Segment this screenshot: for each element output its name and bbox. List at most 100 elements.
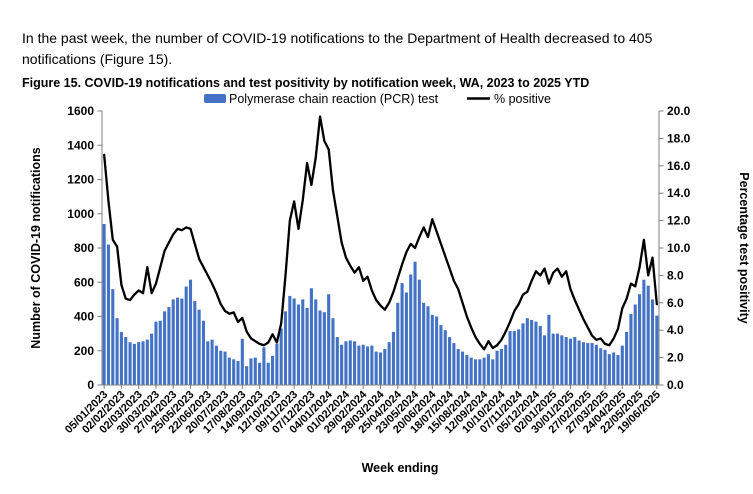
pcr-bar <box>240 338 244 385</box>
pcr-bar <box>106 244 111 385</box>
pcr-bar <box>473 359 478 385</box>
pcr-bar <box>508 331 512 385</box>
pcr-legend-swatch <box>204 94 226 103</box>
pcr-bar <box>340 344 344 385</box>
pcr-bar <box>227 357 231 385</box>
pcr-bar <box>111 289 115 385</box>
pcr-bar <box>581 342 585 385</box>
pcr-bar <box>314 299 318 386</box>
left-axis-tick-label: 1600 <box>67 104 94 118</box>
pcr-bar <box>573 337 577 385</box>
pcr-bar <box>283 311 288 385</box>
pcr-bar <box>378 352 383 385</box>
left-axis-tick-label: 0 <box>87 378 94 392</box>
pcr-bar <box>439 325 443 385</box>
positivity-line <box>103 115 658 351</box>
pcr-bar <box>288 295 292 385</box>
pcr-bar <box>430 314 434 385</box>
pcr-bar <box>555 333 560 386</box>
pcr-bar <box>452 343 456 385</box>
pcr-bar <box>232 359 236 385</box>
pcr-bar <box>499 349 503 385</box>
pcr-bar <box>586 343 590 385</box>
right-axis-tick-label: 16.0 <box>667 159 691 173</box>
right-axis-tick-label: 0.0 <box>667 378 684 392</box>
pcr-bar <box>296 304 300 385</box>
pcr-bar <box>119 331 123 385</box>
pcr-bar <box>184 286 188 385</box>
pcr-bar <box>521 323 525 385</box>
pcr-bar <box>331 318 335 385</box>
pcr-bar <box>305 307 309 385</box>
pcr-bar <box>426 306 430 385</box>
right-axis-tick-label: 18.0 <box>667 131 691 145</box>
chart-canvas: Polymerase chain reaction (PCR) test % po… <box>29 92 751 475</box>
pcr-bar <box>201 320 206 385</box>
pcr-bar <box>167 307 171 385</box>
pcr-bar <box>253 357 257 385</box>
pcr-bar <box>327 294 331 385</box>
pcr-bar <box>551 333 555 386</box>
pcr-bar <box>210 339 214 385</box>
pcr-bar <box>422 302 426 385</box>
pcr-bar <box>495 350 499 385</box>
pcr-bar <box>396 302 400 385</box>
pcr-bar <box>197 309 201 385</box>
pcr-bar <box>258 362 262 385</box>
pcr-bar <box>318 310 322 385</box>
pcr-bar <box>534 321 538 385</box>
pcr-bar <box>603 349 607 385</box>
pcr-bar <box>163 311 167 385</box>
pcr-bar <box>214 345 218 385</box>
pcr-bar <box>150 333 154 386</box>
right-axis-tick-label: 20.0 <box>667 104 691 118</box>
pcr-bar <box>301 299 305 386</box>
pcr-bar <box>245 366 249 385</box>
pcr-bar <box>249 358 253 385</box>
pcr-bar <box>223 351 227 385</box>
pcr-bar <box>357 345 361 385</box>
pcr-bar <box>448 337 452 385</box>
pcr-bar <box>547 314 551 385</box>
pcr-bar <box>530 319 534 385</box>
right-axis-tick-label: 8.0 <box>667 268 684 282</box>
pcr-bar <box>491 359 495 385</box>
pcr-bar <box>568 338 573 385</box>
pcr-bar <box>504 344 508 385</box>
pcr-bar <box>638 294 642 385</box>
pcr-bar <box>443 330 447 385</box>
left-axis-tick-label: 1000 <box>67 207 94 221</box>
pcr-bar <box>417 279 421 385</box>
pcr-bar <box>335 337 339 385</box>
left-axis-tick-label: 1400 <box>67 138 94 152</box>
pcr-bar <box>171 299 175 386</box>
pcr-bar <box>348 340 352 385</box>
figure-title: Figure 15. COVID-19 notifications and te… <box>22 76 590 91</box>
pcr-bar <box>478 359 482 385</box>
pcr-bar <box>154 321 158 385</box>
pcr-bar <box>115 318 119 385</box>
pcr-bar <box>141 341 145 385</box>
pcr-bar <box>594 344 598 385</box>
left-axis: 0 200 400 600 800 1000 1200 1400 1600 <box>67 104 102 392</box>
pcr-bar <box>132 343 136 385</box>
pcr-bar <box>361 344 365 385</box>
pcr-bar <box>262 347 266 385</box>
left-axis-tick-label: 800 <box>74 241 94 255</box>
pcr-bar <box>404 292 408 385</box>
pcr-bar <box>538 325 542 385</box>
pcr-bar <box>271 355 275 385</box>
pcr-bar <box>158 320 162 385</box>
pcr-bar <box>469 357 473 385</box>
left-axis-tick-label: 600 <box>74 275 94 289</box>
pcr-bar <box>577 340 581 385</box>
right-axis-tick-label: 2.0 <box>667 351 684 365</box>
left-axis-tick-label: 400 <box>74 310 94 324</box>
pcr-bar <box>612 352 616 385</box>
pcr-bar <box>353 341 357 385</box>
pcr-bar <box>620 345 624 385</box>
pcr-bar <box>387 342 391 385</box>
chart-legend: Polymerase chain reaction (PCR) test % po… <box>204 92 551 106</box>
right-axis-tick-label: 12.0 <box>667 214 691 228</box>
